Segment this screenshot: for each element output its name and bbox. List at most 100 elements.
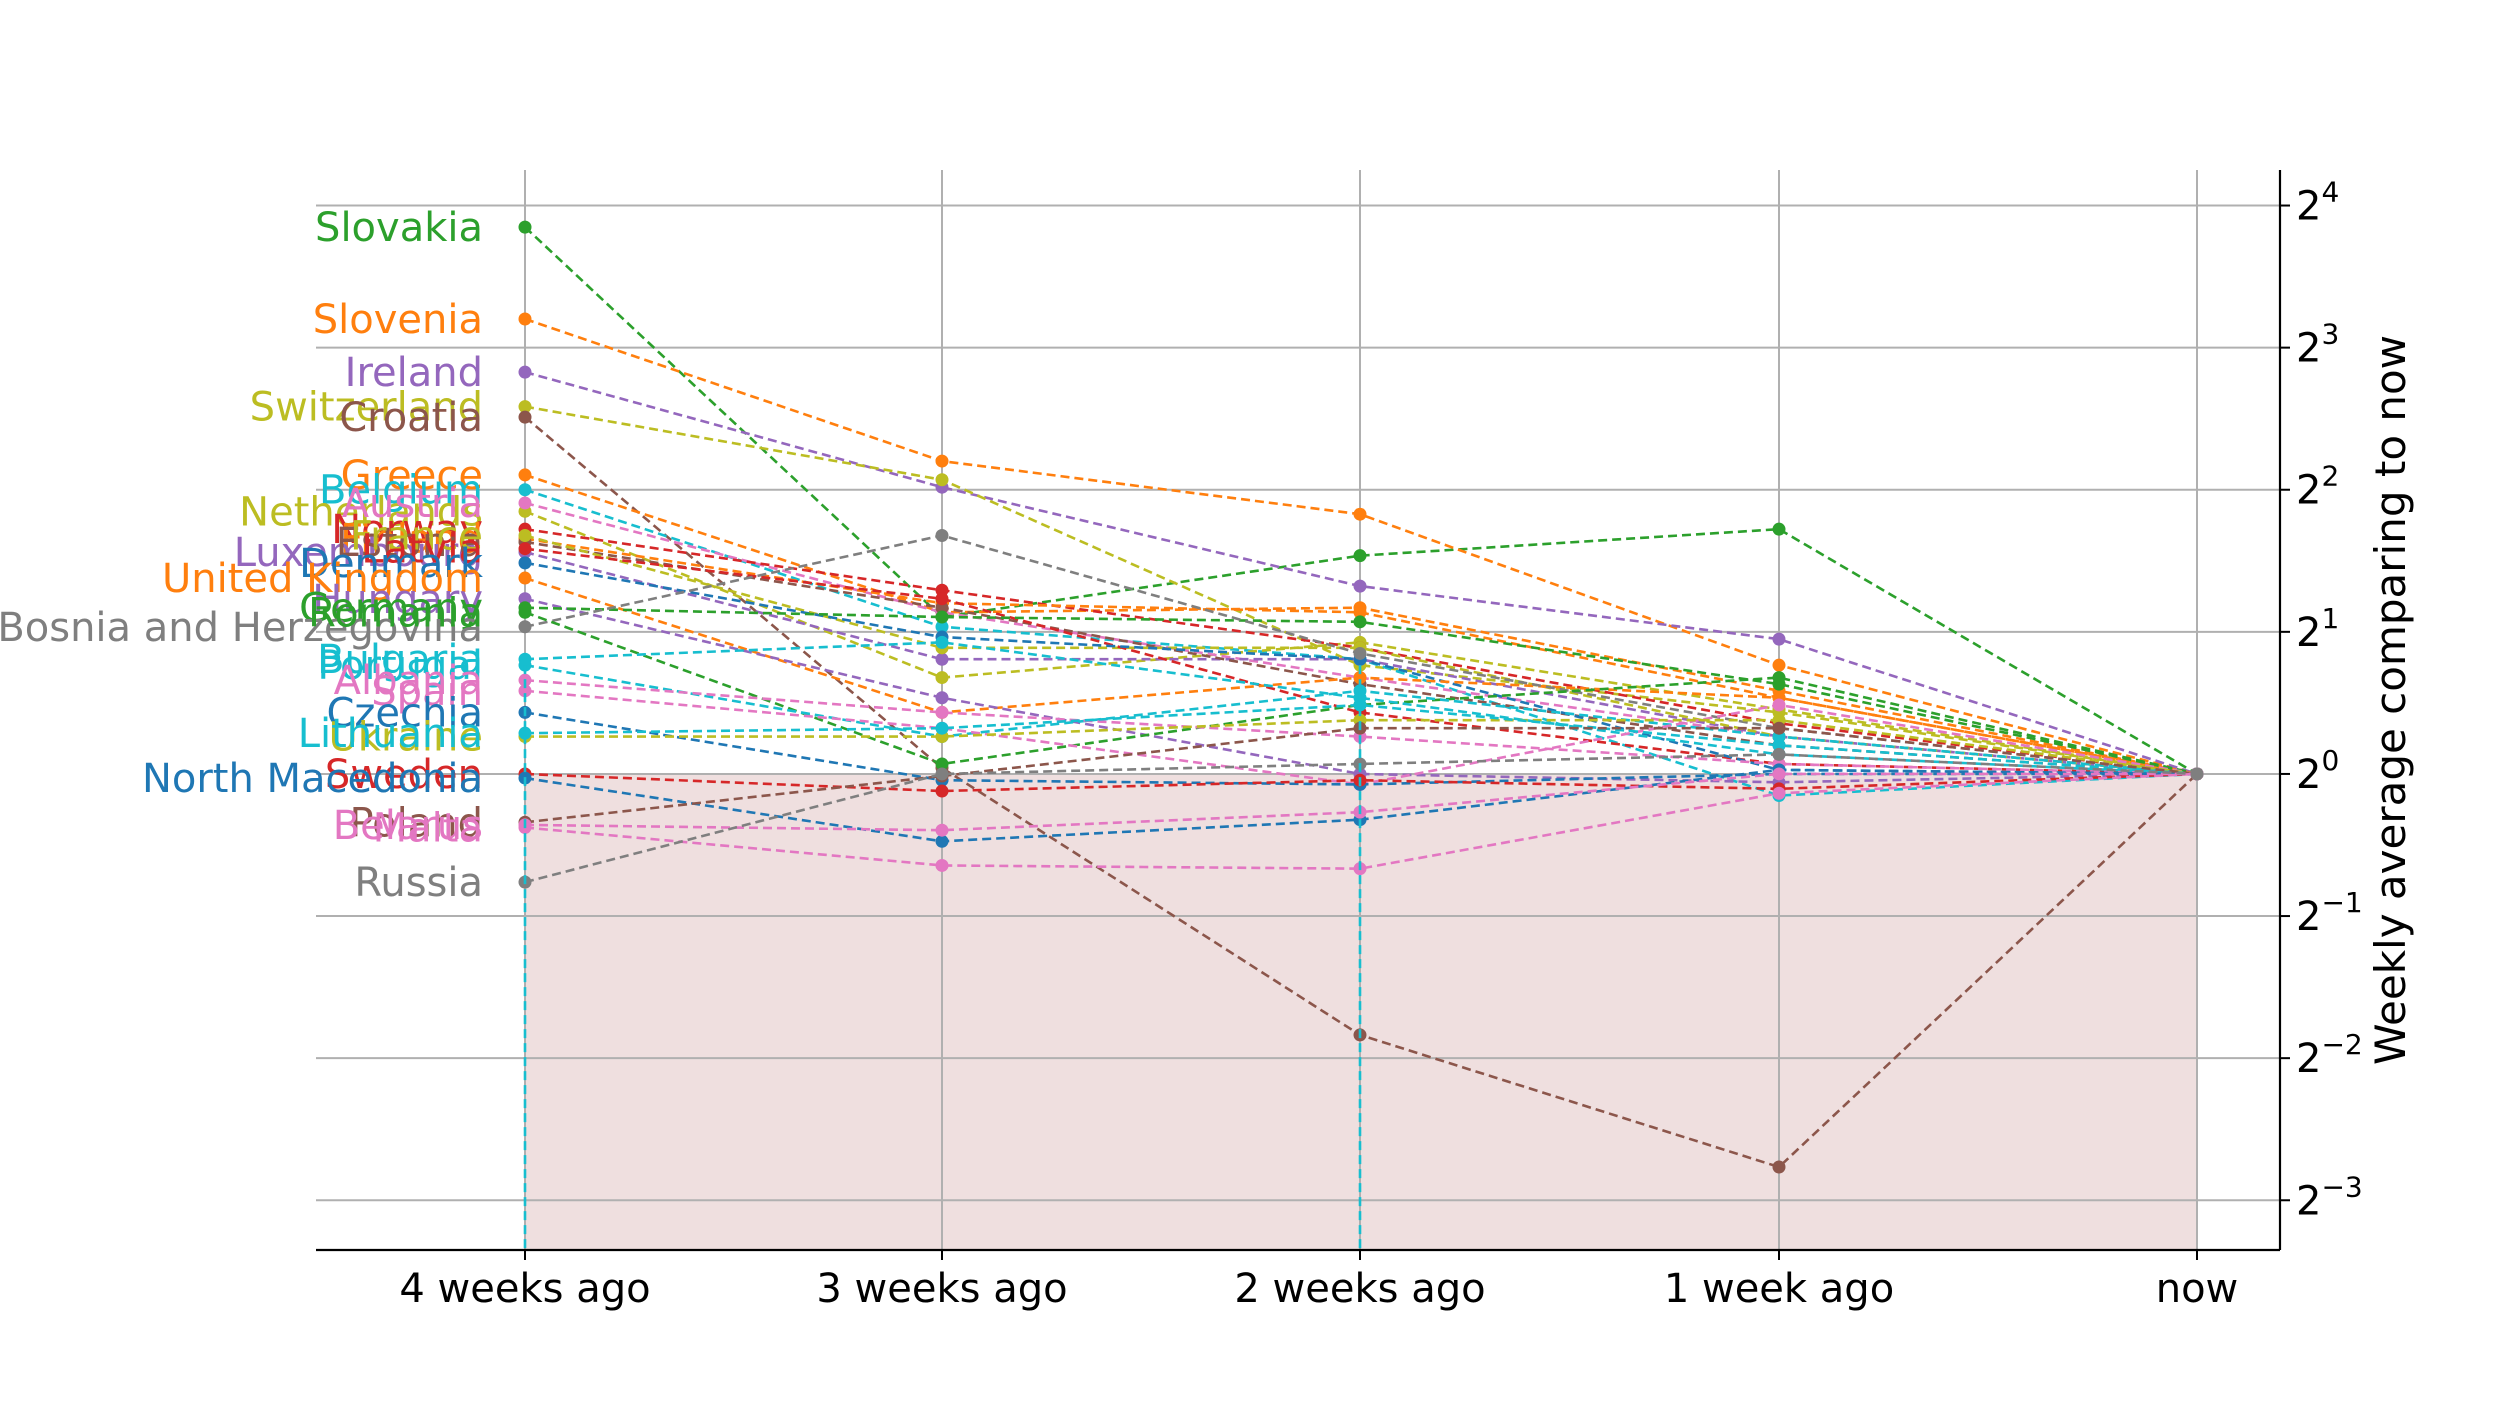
country-labels: Slovakia Slovenia IrelandSwitzerlandCroati… (0, 205, 484, 906)
data-point (935, 635, 949, 649)
country-label: Ukraine (329, 715, 483, 761)
data-point (1353, 684, 1367, 698)
data-point (1772, 1160, 1786, 1174)
country-label: Bosnia and Herzegovina (0, 605, 483, 651)
data-point (935, 757, 949, 771)
country-label: Luxembourg (234, 530, 483, 576)
data-point (518, 220, 532, 234)
data-point (935, 610, 949, 624)
x-tick-label: now (2156, 1266, 2239, 1312)
data-point (935, 834, 949, 848)
data-point (1772, 721, 1786, 735)
y-tick-label: 24 (2296, 176, 2339, 230)
country-label: Belgium (319, 468, 483, 514)
data-point (518, 726, 532, 740)
data-point (518, 483, 532, 497)
data-point (1772, 671, 1786, 685)
country-label: Czechia (326, 690, 483, 736)
series-line (525, 718, 2198, 776)
data-point (1353, 579, 1367, 593)
data-point (518, 410, 532, 424)
data-point (935, 601, 949, 615)
country-label: Ireland (345, 350, 483, 396)
data-point (1353, 605, 1367, 619)
series-ireland (518, 365, 2204, 781)
axes: 4 weeks ago 3 weeks ago 2 weeks ago 1 week … (316, 170, 2363, 1312)
x-tick-label: 4 weeks ago (399, 1266, 650, 1312)
data-point (518, 312, 532, 326)
y-tick-label: 2−2 (2296, 1028, 2363, 1082)
country-label: North Macedonia (142, 756, 483, 802)
country-label: Romania (308, 590, 483, 636)
data-point (1353, 507, 1367, 521)
data-point (518, 571, 532, 585)
data-point (1772, 786, 1786, 800)
country-label: Netherlands (239, 489, 483, 535)
data-point (518, 605, 532, 619)
y-tick-label: 2−3 (2296, 1170, 2363, 1224)
country-label: Albania (334, 658, 483, 704)
y-tick-label: 2−1 (2296, 886, 2363, 940)
country-label: United Kingdom (162, 556, 483, 602)
country-label: Denmark (299, 541, 484, 587)
data-point (1772, 522, 1786, 536)
data-point (518, 528, 532, 542)
country-label: Germany (299, 586, 483, 632)
data-point (935, 823, 949, 837)
data-point (518, 684, 532, 698)
y-tick-label: 21 (2296, 602, 2339, 656)
series-layer (518, 220, 2204, 1250)
country-label: Hungary (312, 577, 483, 623)
series-line (524, 606, 2198, 776)
country-label: Estonia (336, 520, 483, 566)
data-point (518, 468, 532, 482)
data-point (518, 496, 532, 510)
data-point (935, 454, 949, 468)
country-label: Croatia (339, 395, 483, 441)
data-point (935, 620, 949, 634)
country-label: Malta (373, 806, 483, 852)
country-label: Norway (331, 507, 483, 553)
data-point (1772, 747, 1786, 761)
data-point (518, 542, 532, 556)
country-label: Poland (349, 800, 483, 846)
country-label: Russia (354, 860, 483, 906)
data-point (1353, 549, 1367, 563)
series-line (524, 547, 2198, 776)
data-point (935, 528, 949, 542)
data-point (1353, 698, 1367, 712)
series-line (524, 597, 2198, 784)
y-tick-label: 23 (2296, 318, 2339, 372)
data-point (935, 784, 949, 798)
data-point (518, 556, 532, 570)
data-point (935, 652, 949, 666)
data-point (1772, 658, 1786, 672)
data-point (935, 705, 949, 719)
series-line (524, 772, 2198, 870)
data-point (518, 365, 532, 379)
data-point (935, 691, 949, 705)
data-point (1772, 632, 1786, 646)
country-label: Spain (371, 669, 483, 715)
x-tick-label: 3 weeks ago (816, 1266, 1067, 1312)
country-label: France (350, 513, 483, 559)
series-line (524, 405, 2198, 776)
data-point (935, 671, 949, 685)
data-point (518, 592, 532, 606)
country-label: Finland (340, 517, 483, 563)
data-point (518, 400, 532, 414)
country-label: Switzerland (250, 385, 483, 431)
data-point (2190, 767, 2204, 781)
data-point (1772, 698, 1786, 712)
data-point (1353, 646, 1367, 660)
data-point (935, 767, 949, 781)
series-line (524, 772, 2198, 793)
y-axis-label: Weekly average comparing to now (2366, 335, 2415, 1065)
country-label: Austria (342, 481, 483, 527)
country-label: Belarus (333, 803, 483, 849)
country-label: Latvia (361, 527, 483, 573)
data-point (935, 721, 949, 735)
country-label: Bulgaria (317, 637, 483, 683)
country-label: Slovakia (315, 205, 483, 251)
